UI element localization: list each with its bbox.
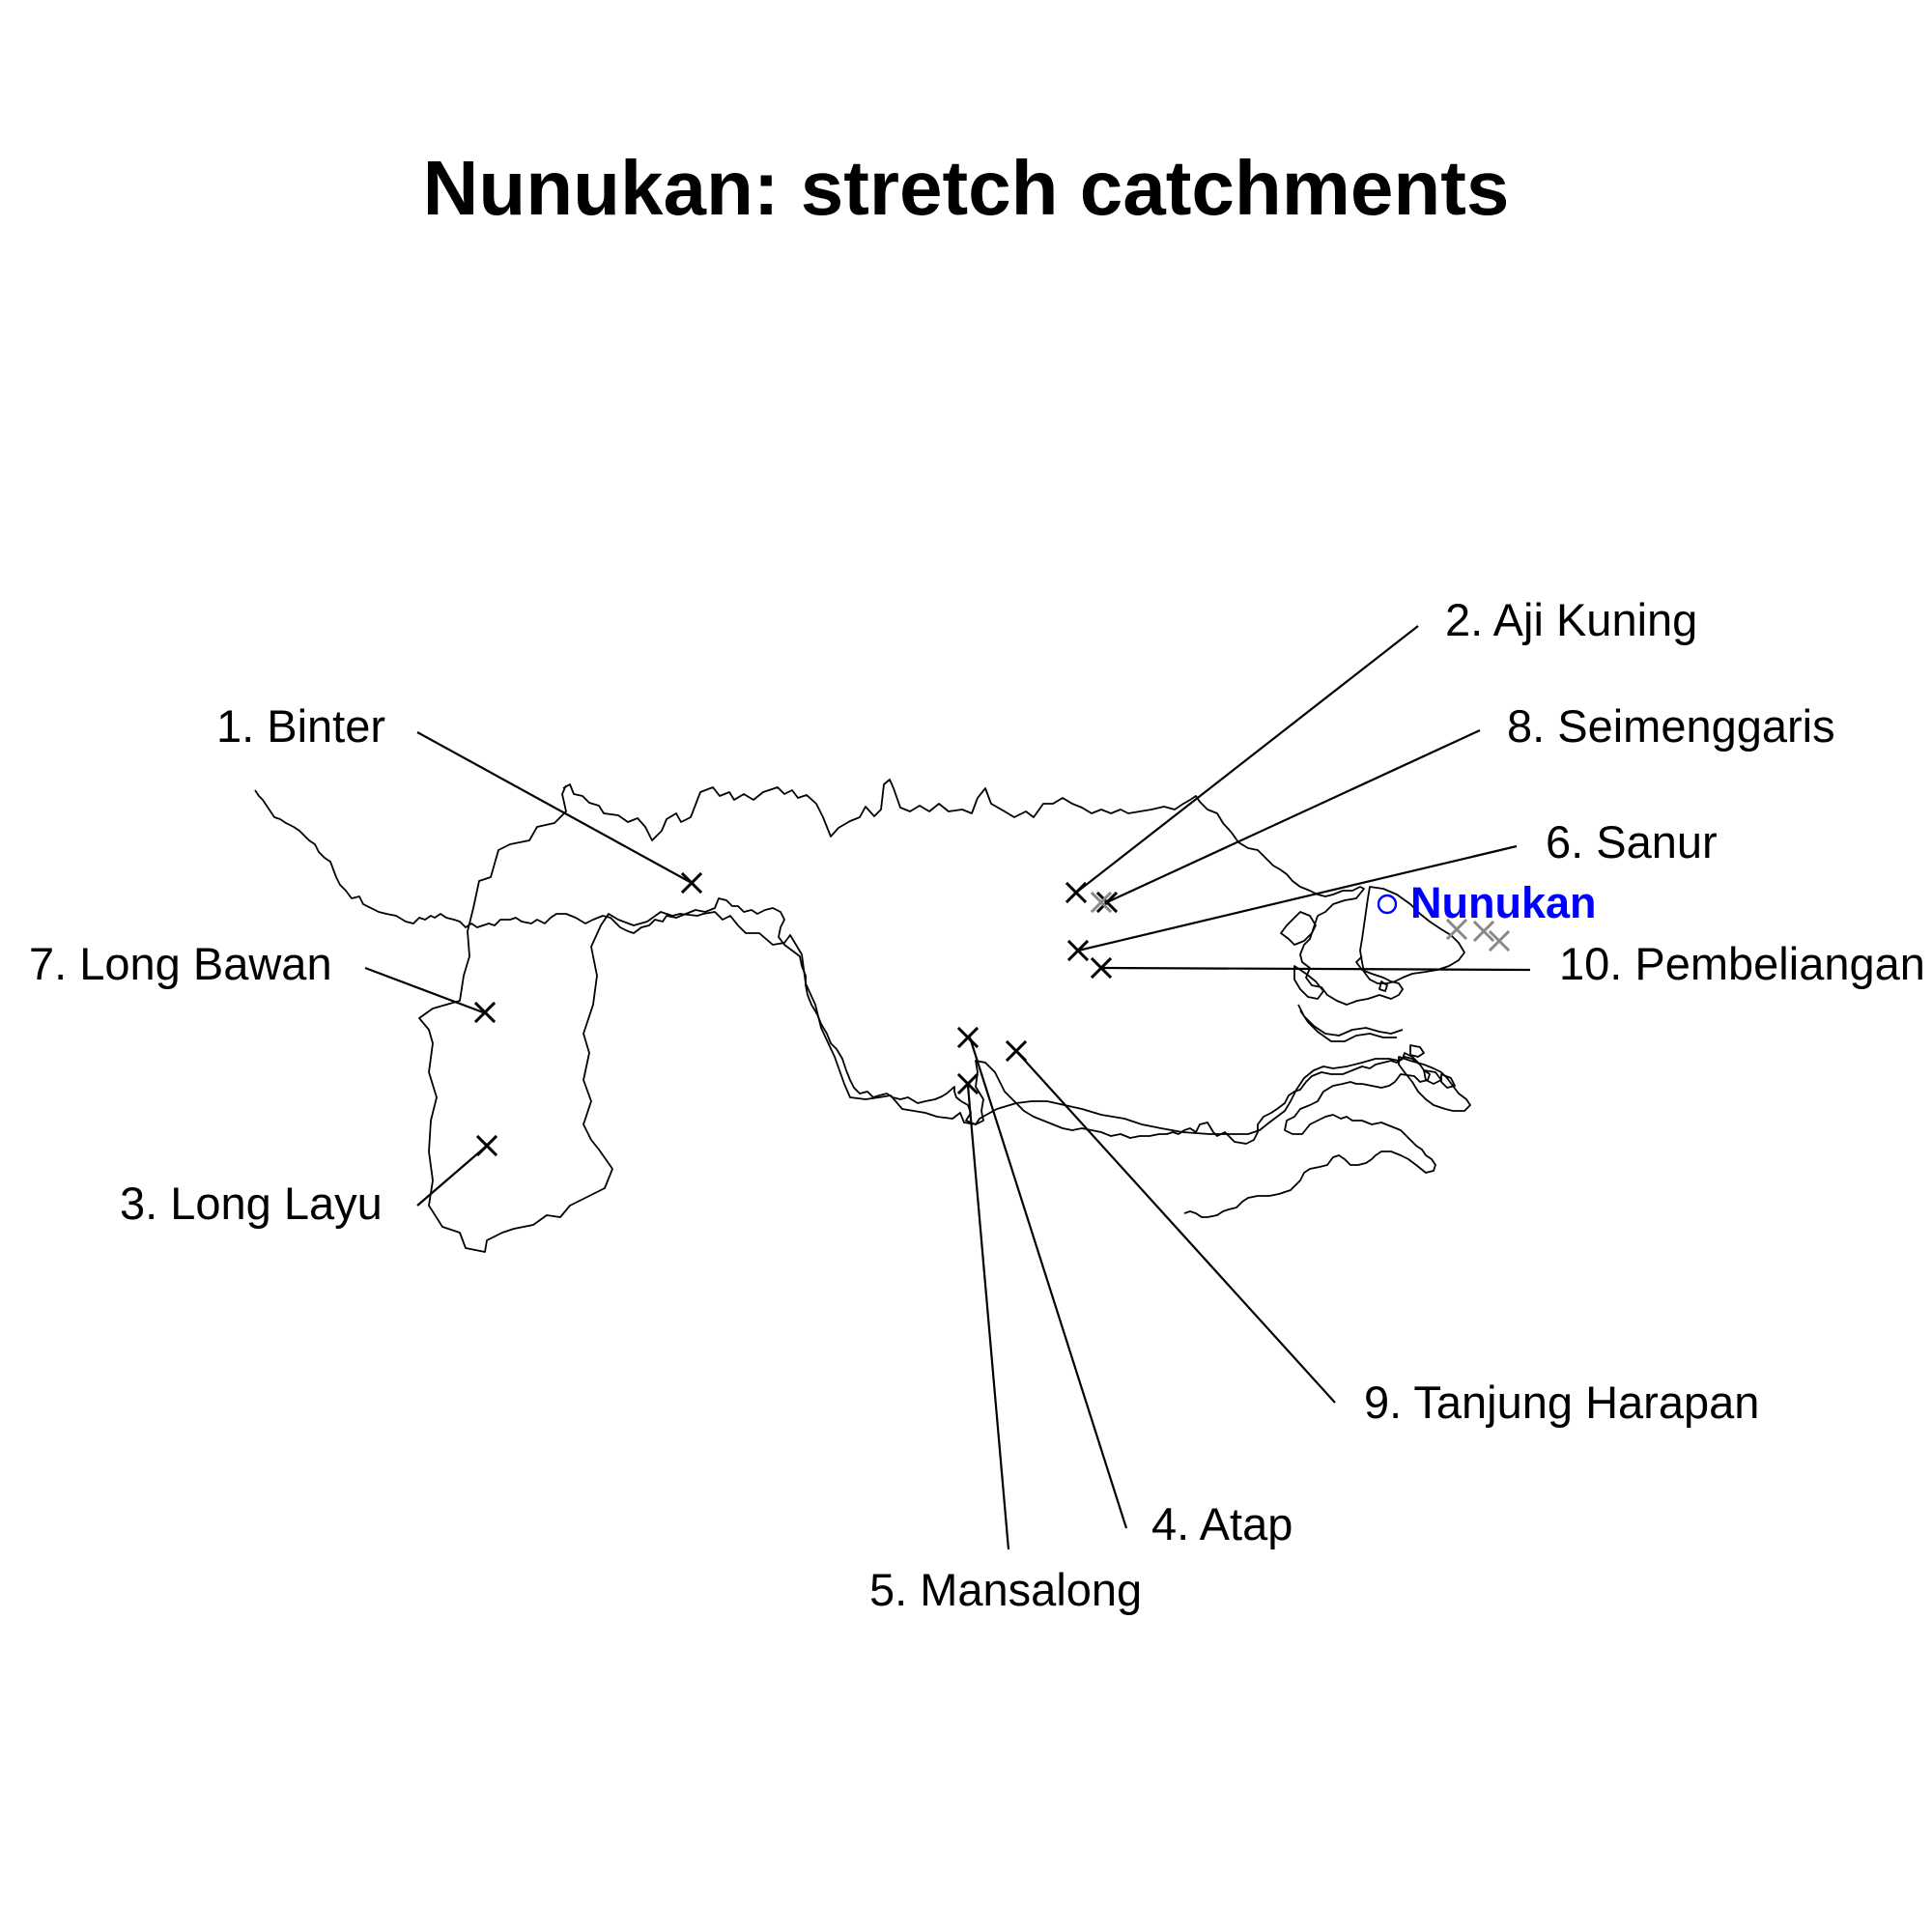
site-marker-x-icon-inactive-1 — [1090, 891, 1113, 914]
leader-line-atap — [968, 1037, 1128, 1529]
leader-line-seimenggaris — [1106, 729, 1481, 903]
leader-line-tanjung-harapan — [1015, 1050, 1336, 1404]
site-marker-x-icon-mansalong — [956, 1072, 980, 1095]
site-marker-x-icon-pembeliangan — [1090, 956, 1113, 980]
region-outline-main — [418, 784, 1436, 1253]
leader-line-mansalong — [966, 1085, 1010, 1550]
site-label-pembeliangan: 10. Pembeliangan — [1559, 938, 1925, 989]
site-marker-x-icon-long-bawan — [473, 1001, 497, 1024]
site-label-long-layu: 3. Long Layu — [120, 1178, 383, 1229]
island-outline-inner — [1293, 965, 1324, 1000]
leader-line-binter — [416, 731, 693, 884]
site-label-tanjung-harapan: 9. Tanjung Harapan — [1364, 1377, 1759, 1428]
site-label-aji-kuning: 2. Aji Kuning — [1445, 594, 1697, 645]
leader-line-sanur — [1077, 844, 1518, 952]
site-marker-x-icon-binter — [680, 871, 703, 895]
site-label-long-bawan: 7. Long Bawan — [29, 938, 332, 989]
site-markers — [473, 871, 1511, 1157]
leader-line-long-bawan — [364, 966, 484, 1014]
leader-line-pembeliangan — [1100, 966, 1531, 972]
island-outline-west — [1280, 911, 1317, 946]
site-marker-x-icon-aji-kuning — [1065, 881, 1088, 904]
leader-line-aji-kuning — [1075, 625, 1419, 894]
site-label-binter: 1. Binter — [216, 700, 385, 752]
leader-line-long-layu — [416, 1145, 488, 1207]
site-label-sanur: 6. Sanur — [1546, 816, 1718, 867]
region-outline-south — [1299, 915, 1404, 1006]
city-marker-circle-icon — [1377, 894, 1398, 915]
island-outline-south — [1398, 1056, 1471, 1112]
site-marker-x-icon-inactive-2 — [1445, 918, 1468, 941]
site-label-seimenggaris: 8. Seimenggaris — [1507, 700, 1835, 752]
site-marker-x-icon-atap — [956, 1026, 980, 1049]
site-label-mansalong: 5. Mansalong — [869, 1564, 1142, 1615]
island-outline-north — [1359, 886, 1465, 984]
site-marker-x-icon-inactive-4 — [1488, 929, 1511, 952]
leader-lines — [364, 625, 1531, 1550]
site-marker-x-icon-tanjung-harapan — [1005, 1039, 1028, 1063]
region-outline-central — [254, 789, 962, 1104]
island-outline-small — [1378, 980, 1456, 1089]
region-outline-coast — [960, 1052, 1419, 1145]
region-outline — [562, 779, 1365, 917]
site-marker-x-icon-seimenggaris — [1095, 891, 1119, 914]
site-label-atap: 4. Atap — [1151, 1498, 1293, 1549]
city-label: Nunukan — [1410, 878, 1597, 927]
site-marker-x-icon-sanur — [1066, 939, 1090, 962]
map-title: Nunukan: stretch catchments — [423, 145, 1510, 231]
site-marker-x-icon-long-layu — [475, 1134, 498, 1157]
site-marker-x-icon-inactive-3 — [1472, 920, 1495, 943]
river-outline — [1297, 1004, 1404, 1042]
